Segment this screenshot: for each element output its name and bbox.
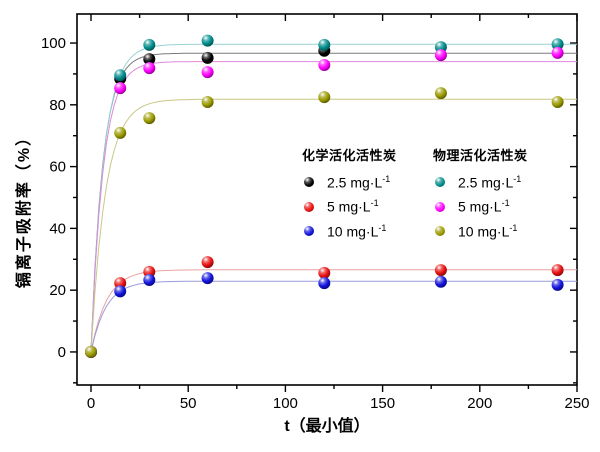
- svg-text:200: 200: [467, 395, 492, 412]
- plot-frame: [76, 13, 578, 386]
- legend-label: 10 mg·L-1: [327, 222, 387, 240]
- legend-item: 5 mg·L-1: [431, 195, 528, 220]
- legend-label: 2.5 mg·L-1: [327, 173, 391, 191]
- data-point: [143, 38, 156, 51]
- svg-text:40: 40: [49, 220, 66, 237]
- y-tick-labels: 0 20 40 60 80 100: [41, 35, 66, 361]
- svg-text:250: 250: [564, 395, 589, 412]
- data-point: [201, 272, 214, 285]
- legend-group-title: 物理活化活性炭: [433, 148, 528, 163]
- data-point: [114, 82, 127, 95]
- points-physical-10mg: [85, 87, 564, 358]
- fit-line-chemical-10mg: [90, 280, 577, 353]
- svg-text:150: 150: [370, 395, 395, 412]
- legend-label: 5 mg·L-1: [458, 198, 510, 216]
- data-point: [551, 38, 564, 51]
- fit-line-physical-10mg: [90, 98, 577, 352]
- data-point: [201, 96, 214, 108]
- data-point: [434, 49, 447, 62]
- data-point: [114, 277, 127, 290]
- svg-text:0: 0: [58, 344, 66, 361]
- legend-label: 10 mg·L-1: [458, 222, 518, 240]
- svg-text:100: 100: [41, 35, 66, 52]
- data-point: [201, 66, 214, 79]
- data-point: [201, 51, 214, 64]
- legend-group-1: 化学活化活性炭 2.5 mg·L-1 5 mg·L-1 10 mg·L-1: [300, 145, 397, 244]
- svg-text:0: 0: [87, 395, 95, 412]
- x-tick-labels: 0 50 100 150 200 250: [87, 395, 590, 412]
- legend-group-title: 化学活化活性炭: [302, 148, 397, 163]
- legend-marker-icon: [435, 201, 445, 212]
- svg-text:60: 60: [49, 159, 66, 176]
- data-point: [318, 91, 331, 104]
- legend-item: 10 mg·L-1: [300, 219, 397, 244]
- axis-ticks: [70, 14, 578, 392]
- data-point: [201, 34, 214, 47]
- x-axis-label: t（最小值）: [284, 418, 370, 435]
- fit-line-chemical-5mg: [90, 269, 577, 353]
- fit-line-chemical-2.5mg: [90, 52, 577, 352]
- data-point: [201, 256, 214, 269]
- points-chemical-10mg: [85, 272, 564, 358]
- legend-item: 5 mg·L-1: [300, 195, 397, 220]
- fit-line-physical-5mg: [90, 61, 577, 352]
- svg-text:20: 20: [49, 282, 66, 299]
- data-point: [318, 277, 331, 290]
- data-point: [143, 62, 156, 75]
- legend-label: 2.5 mg·L-1: [458, 173, 522, 191]
- svg-text:100: 100: [273, 395, 298, 412]
- fit-line-physical-2.5mg: [90, 43, 577, 352]
- data-point: [551, 46, 564, 59]
- data-point: [143, 112, 156, 125]
- legend-item: 10 mg·L-1: [431, 219, 528, 244]
- data-point: [434, 275, 447, 288]
- legend-item: 2.5 mg·L-1: [300, 170, 397, 195]
- svg-text:80: 80: [49, 97, 66, 114]
- legend-item: 2.5 mg·L-1: [431, 170, 528, 195]
- data-point: [434, 87, 447, 100]
- data-point: [114, 69, 127, 82]
- legend-marker-icon: [435, 177, 445, 188]
- legend-label: 5 mg·L-1: [327, 198, 379, 216]
- data-point: [318, 266, 331, 279]
- data-point: [318, 38, 331, 51]
- legend-marker-icon: [304, 226, 314, 237]
- data-point: [551, 264, 564, 277]
- data-point: [114, 126, 127, 139]
- data-point: [551, 278, 564, 291]
- data-point: [143, 274, 156, 286]
- legend-marker-icon: [435, 226, 445, 237]
- y-axis-label: 镉离子吸附率（%）: [16, 127, 33, 289]
- data-point: [434, 264, 447, 277]
- data-point: [143, 53, 156, 66]
- data-point: [85, 345, 97, 358]
- data-point: [318, 59, 331, 71]
- data-point: [114, 285, 127, 298]
- legend-marker-icon: [304, 177, 314, 188]
- legend-marker-icon: [304, 201, 314, 212]
- legend-group-2: 物理活化活性炭 2.5 mg·L-1 5 mg·L-1 10 mg·L-1: [431, 145, 528, 244]
- svg-text:50: 50: [180, 395, 197, 412]
- data-point: [551, 96, 564, 108]
